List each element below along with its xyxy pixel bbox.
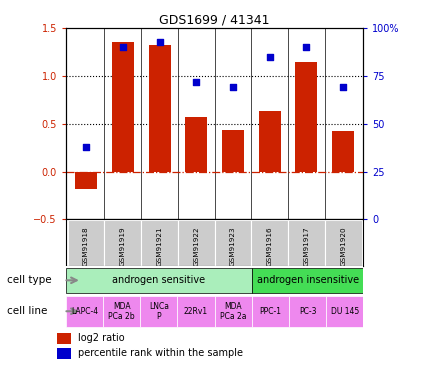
- Text: DU 145: DU 145: [331, 307, 359, 316]
- Bar: [332, 131, 354, 172]
- Bar: [148, 45, 170, 172]
- Bar: [57, 348, 71, 358]
- Bar: [66, 296, 103, 327]
- Bar: [185, 117, 207, 172]
- Point: [303, 44, 310, 50]
- Bar: [57, 333, 71, 344]
- Text: GSM91920: GSM91920: [340, 226, 346, 266]
- Bar: [75, 172, 97, 189]
- Text: GSM91917: GSM91917: [303, 226, 309, 266]
- Bar: [288, 220, 325, 266]
- Point: [119, 44, 126, 50]
- Text: 22Rv1: 22Rv1: [184, 307, 208, 316]
- Bar: [66, 268, 252, 293]
- Bar: [103, 296, 140, 327]
- Text: PPC-1: PPC-1: [259, 307, 281, 316]
- Point: [230, 84, 236, 90]
- Text: GSM91921: GSM91921: [156, 226, 162, 266]
- Bar: [222, 130, 244, 172]
- Text: GSM91922: GSM91922: [193, 226, 199, 266]
- Text: GSM91923: GSM91923: [230, 226, 236, 266]
- Title: GDS1699 / 41341: GDS1699 / 41341: [159, 14, 270, 27]
- Bar: [141, 220, 178, 266]
- Bar: [215, 296, 252, 327]
- Bar: [112, 42, 134, 172]
- Bar: [289, 296, 326, 327]
- Point: [156, 39, 163, 45]
- Bar: [177, 296, 215, 327]
- Bar: [105, 220, 141, 266]
- Text: MDA
PCa 2a: MDA PCa 2a: [220, 302, 246, 321]
- Point: [340, 84, 346, 90]
- Point: [83, 144, 90, 150]
- Bar: [259, 111, 281, 172]
- Bar: [215, 220, 251, 266]
- Text: androgen insensitive: androgen insensitive: [257, 275, 359, 285]
- Text: MDA
PCa 2b: MDA PCa 2b: [108, 302, 135, 321]
- Point: [266, 54, 273, 60]
- Text: LNCa
P: LNCa P: [149, 302, 169, 321]
- Text: cell line: cell line: [7, 306, 48, 316]
- Text: percentile rank within the sample: percentile rank within the sample: [78, 348, 243, 358]
- Text: log2 ratio: log2 ratio: [78, 333, 125, 344]
- Bar: [326, 296, 363, 327]
- Bar: [252, 268, 363, 293]
- Bar: [178, 220, 215, 266]
- Point: [193, 79, 200, 85]
- Text: LAPC-4: LAPC-4: [71, 307, 98, 316]
- Text: GSM91916: GSM91916: [267, 226, 273, 266]
- Bar: [252, 296, 289, 327]
- Bar: [251, 220, 288, 266]
- Bar: [325, 220, 362, 266]
- Text: GSM91919: GSM91919: [120, 226, 126, 266]
- Text: cell type: cell type: [7, 275, 52, 285]
- Text: PC-3: PC-3: [299, 307, 316, 316]
- Text: GSM91918: GSM91918: [83, 226, 89, 266]
- Bar: [68, 220, 105, 266]
- Bar: [295, 62, 317, 172]
- Text: androgen sensitive: androgen sensitive: [112, 275, 205, 285]
- Bar: [140, 296, 178, 327]
